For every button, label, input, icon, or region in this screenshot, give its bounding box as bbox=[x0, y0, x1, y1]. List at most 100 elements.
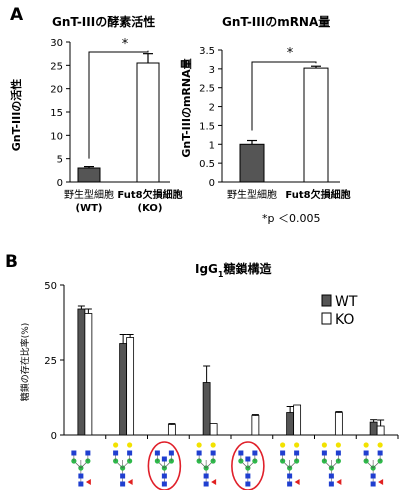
glcnac-square-icon bbox=[78, 481, 84, 487]
chart-b-legend-label-wt: WT bbox=[335, 294, 358, 310]
glcnac-square-icon bbox=[161, 473, 167, 479]
glcnac-square-icon bbox=[328, 473, 334, 479]
glcnac-square-icon bbox=[78, 473, 84, 479]
glcnac-square-icon bbox=[120, 481, 126, 487]
glycan-structure-icon bbox=[231, 441, 265, 490]
glcnac-square-icon bbox=[321, 450, 327, 456]
enzyme-activity-chart: GnT-IIIの酵素活性 GnT-IIIの活性 * 野生型細胞 (WT) Fut… bbox=[9, 14, 183, 214]
glycan-structure-icon bbox=[113, 442, 133, 487]
chart-a1-ylabel: GnT-IIIの活性 bbox=[9, 79, 23, 152]
chart-a2-xlabel-ko: Fut8欠損細胞 bbox=[285, 188, 350, 201]
chart-a1-significance: * bbox=[122, 37, 129, 52]
fucose-triangle-icon bbox=[127, 479, 133, 485]
chart-a2-bar bbox=[303, 67, 329, 183]
bisecting-glcnac-square-icon bbox=[161, 456, 167, 462]
glcnac-square-icon bbox=[196, 450, 202, 456]
chart-a1-y-tick-label: 25 bbox=[50, 61, 63, 72]
chart-a1-significance-bracket bbox=[88, 50, 149, 159]
chart-b-legend-swatch-wt bbox=[321, 294, 332, 307]
glcnac-square-icon bbox=[161, 481, 167, 487]
glycan-structure-icon bbox=[363, 442, 384, 487]
chart-a2-y-tick-label: 3 bbox=[209, 65, 215, 76]
glcnac-square-icon bbox=[245, 473, 251, 479]
chart-b-bar-ko bbox=[251, 415, 260, 436]
glycan-structure-icon bbox=[196, 442, 217, 487]
galactose-circle-icon bbox=[113, 442, 119, 448]
glcnac-square-icon bbox=[280, 450, 286, 456]
panel-b-letter: B bbox=[5, 252, 18, 272]
galactose-circle-icon bbox=[335, 442, 341, 448]
glcnac-square-icon bbox=[71, 450, 77, 456]
glycan-structure-icon bbox=[280, 442, 300, 487]
glcnac-square-icon bbox=[335, 450, 341, 456]
chart-b-bar-ko bbox=[84, 313, 93, 436]
chart-a1-xlabel-wt-1: 野生型細胞 bbox=[64, 188, 114, 201]
chart-a1-title: GnT-IIIの酵素活性 bbox=[52, 14, 155, 29]
igg1-glycan-chart: IgG1糖鎖構造 糖鎖の存在比率(%) 0 25 50 WT KO bbox=[19, 261, 399, 490]
chart-a1-y-tick-label: 20 bbox=[50, 85, 63, 96]
fucose-triangle-icon bbox=[336, 479, 342, 485]
panel-a-letter: A bbox=[10, 5, 24, 25]
fucose-triangle-icon bbox=[294, 479, 300, 485]
chart-b-ylabel: 糖鎖の存在比率(%) bbox=[19, 323, 31, 402]
chart-b-bar-ko bbox=[376, 425, 385, 436]
chart-a2-significance: * bbox=[287, 46, 294, 61]
glcnac-square-icon bbox=[154, 450, 160, 456]
chart-a2-bar bbox=[239, 143, 265, 183]
glycan-structure-icon bbox=[321, 442, 342, 487]
fucose-triangle-icon bbox=[211, 479, 217, 485]
galactose-circle-icon bbox=[196, 442, 202, 448]
chart-a1-xlabel-ko-2: (KO) bbox=[138, 203, 163, 214]
chart-b-legend-label-ko: KO bbox=[335, 312, 354, 328]
chart-a2-y-tick-label: 1.5 bbox=[199, 121, 215, 132]
galactose-circle-icon bbox=[127, 442, 133, 448]
glcnac-square-icon bbox=[328, 481, 334, 487]
highlight-circle-icon bbox=[147, 441, 182, 490]
galactose-circle-icon bbox=[294, 442, 300, 448]
glcnac-square-icon bbox=[252, 450, 258, 456]
chart-a2-y-tick-label: 0 bbox=[209, 178, 215, 189]
glcnac-square-icon bbox=[203, 473, 209, 479]
glycan-structure-icon bbox=[71, 450, 91, 487]
chart-a2-xlabel-wt: 野生型細胞 bbox=[227, 188, 277, 201]
chart-b-y-tick-label: 50 bbox=[44, 281, 57, 292]
mrna-level-chart: GnT-IIIのmRNA量 GnT-IIIのmRNA量 * 野生型細胞 Fut8… bbox=[180, 15, 351, 225]
chart-a1-xlabel-wt-2: (WT) bbox=[76, 203, 103, 214]
chart-a2-y-tick-label: 2 bbox=[209, 103, 215, 114]
galactose-circle-icon bbox=[280, 442, 286, 448]
glcnac-square-icon bbox=[245, 481, 251, 487]
chart-a1-y-tick-label: 0 bbox=[57, 178, 63, 189]
glcnac-square-icon bbox=[377, 450, 383, 456]
galactose-circle-icon bbox=[377, 442, 383, 448]
galactose-circle-icon bbox=[321, 442, 327, 448]
glcnac-square-icon bbox=[210, 450, 216, 456]
galactose-circle-icon bbox=[210, 442, 216, 448]
glcnac-square-icon bbox=[113, 450, 119, 456]
highlight-circle-icon bbox=[231, 441, 265, 490]
chart-a1-y-tick-label: 10 bbox=[50, 131, 63, 142]
chart-a1-bar bbox=[77, 167, 101, 183]
chart-a1-y-tick-label: 30 bbox=[50, 38, 63, 49]
chart-a2-y-tick-label: 2.5 bbox=[199, 84, 215, 95]
chart-b-bar-ko bbox=[209, 423, 218, 436]
glcnac-square-icon bbox=[127, 450, 133, 456]
chart-b-bar-ko bbox=[293, 404, 302, 436]
chart-a2-y-tick-label: 3.5 bbox=[199, 46, 215, 57]
chart-b-y-tick-label: 25 bbox=[44, 356, 57, 367]
bisecting-glcnac-square-icon bbox=[245, 456, 251, 462]
glcnac-square-icon bbox=[203, 481, 209, 487]
glycan-structure-icon bbox=[147, 441, 182, 490]
chart-b-bar-wt bbox=[286, 412, 295, 436]
glcnac-square-icon bbox=[370, 481, 376, 487]
glcnac-square-icon bbox=[287, 481, 293, 487]
glcnac-square-icon bbox=[238, 450, 244, 456]
chart-a2-title: GnT-IIIのmRNA量 bbox=[222, 15, 330, 29]
chart-b-y-tick-label: 0 bbox=[51, 431, 57, 442]
chart-b-title: IgG1糖鎖構造 bbox=[195, 261, 272, 279]
chart-a2-significance-bracket bbox=[251, 61, 317, 131]
fucose-triangle-icon bbox=[85, 479, 91, 485]
glcnac-square-icon bbox=[168, 450, 174, 456]
chart-b-bar-wt bbox=[119, 343, 128, 436]
galactose-circle-icon bbox=[363, 442, 369, 448]
chart-b-bar-wt bbox=[202, 382, 211, 436]
